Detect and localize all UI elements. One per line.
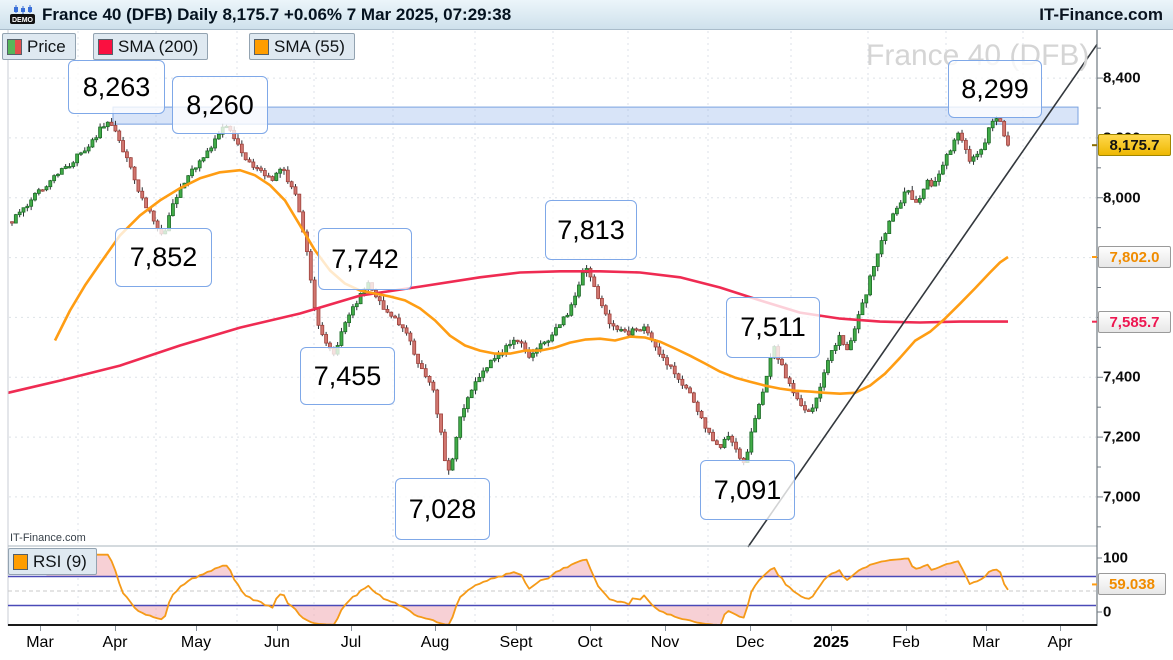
time-axis-label: Sept xyxy=(499,634,533,651)
price-annotation[interactable]: 7,091 xyxy=(700,460,795,520)
price-annotation[interactable]: 7,742 xyxy=(318,228,412,290)
price-annotation[interactable]: 7,813 xyxy=(545,200,637,260)
legend-chip-price[interactable]: Price xyxy=(2,33,76,60)
sma55-line[interactable] xyxy=(53,168,1009,395)
time-axis-label: Aug xyxy=(420,634,450,651)
price-annotation[interactable]: 7,852 xyxy=(115,228,212,287)
price-candles-swatch-icon xyxy=(7,38,22,55)
rsi-axis-label-0: 0 xyxy=(1103,603,1112,621)
price-axis-label: 7,200 xyxy=(1103,428,1141,446)
time-axis: Mar Apr May Jun Jul Aug Sept Oct Nov Dec 2025 Feb Ma… xyxy=(0,626,1173,660)
time-axis-label: Mar xyxy=(26,634,54,651)
last-price-badge: 8,175.7 xyxy=(1098,134,1171,156)
rsi-line[interactable] xyxy=(46,553,1009,626)
plot-footer-brand: IT-Finance.com xyxy=(10,532,86,544)
time-axis-tick xyxy=(277,626,278,631)
legend-sma55-label: SMA (55) xyxy=(274,36,345,56)
candlestick-series xyxy=(10,116,1010,475)
time-axis-label: Apr xyxy=(1047,634,1073,651)
time-axis-tick xyxy=(435,626,436,631)
price-axis-label: 7,000 xyxy=(1103,488,1141,506)
rsi-swatch-icon xyxy=(13,553,28,570)
time-axis-label: Feb xyxy=(892,634,920,651)
time-axis-tick xyxy=(665,626,666,631)
legend-chip-rsi[interactable]: RSI (9) xyxy=(8,548,97,575)
rsi-indicator-panel[interactable] xyxy=(8,553,1102,626)
brand-logo-text: IT-Finance.com xyxy=(1039,4,1163,24)
time-axis-label: 2025 xyxy=(813,634,849,651)
price-axis-label: 7,400 xyxy=(1103,368,1141,386)
time-axis-label: Jun xyxy=(264,634,290,651)
price-axis-label: 8,400 xyxy=(1103,69,1141,87)
sma55-value-badge: 7,802.0 xyxy=(1098,246,1171,268)
time-axis-label: Nov xyxy=(650,634,680,651)
time-axis-tick xyxy=(1060,626,1061,631)
sma200-swatch-icon xyxy=(98,38,113,55)
header-bar: DEMO France 40 (DFB) Daily 8,175.7 +0.06… xyxy=(0,0,1173,30)
rsi-value-badge: 59.038 xyxy=(1098,573,1166,595)
time-axis-tick xyxy=(906,626,907,631)
time-axis-tick xyxy=(196,626,197,631)
price-annotation[interactable]: 8,263 xyxy=(68,60,165,114)
legend-sma200-label: SMA (200) xyxy=(118,36,199,56)
price-annotation[interactable]: 7,028 xyxy=(395,478,490,540)
time-axis-label: May xyxy=(180,634,212,651)
time-axis-label: Mar xyxy=(972,634,1000,651)
resistance-zone[interactable] xyxy=(112,106,1079,125)
legend-rsi-label: RSI (9) xyxy=(33,551,87,571)
legend-chip-sma55[interactable]: SMA (55) xyxy=(249,33,355,60)
demo-badge-icon: DEMO xyxy=(10,4,35,24)
price-annotation[interactable]: 8,260 xyxy=(172,76,268,134)
price-axis-label: 8,000 xyxy=(1103,189,1141,207)
time-axis-label: Dec xyxy=(735,634,765,651)
rsi-axis-label-100: 100 xyxy=(1103,549,1129,567)
sma200-value-badge: 7,585.7 xyxy=(1098,311,1171,333)
time-axis-tick xyxy=(351,626,352,631)
time-axis-tick xyxy=(986,626,987,631)
time-axis-label: Jul xyxy=(340,634,362,651)
time-axis-tick xyxy=(831,626,832,631)
legend-price-label: Price xyxy=(27,36,66,56)
time-axis-label: Oct xyxy=(577,634,603,651)
sma200-line[interactable] xyxy=(7,270,1008,395)
price-annotation[interactable]: 7,511 xyxy=(726,297,820,358)
price-annotation[interactable]: 7,455 xyxy=(300,347,395,405)
sma55-swatch-icon xyxy=(254,38,269,55)
time-axis-tick xyxy=(516,626,517,631)
time-axis-tick xyxy=(115,626,116,631)
legend-chip-sma200[interactable]: SMA (200) xyxy=(93,33,209,60)
price-annotation[interactable]: 8,299 xyxy=(948,60,1042,118)
trendline[interactable] xyxy=(747,43,1098,548)
instrument-title: France 40 (DFB) Daily 8,175.7 +0.06% 7 M… xyxy=(42,4,512,24)
time-axis-tick xyxy=(40,626,41,631)
time-axis-tick xyxy=(750,626,751,631)
time-axis-tick xyxy=(590,626,591,631)
svg-text:DEMO: DEMO xyxy=(12,17,34,24)
time-axis-label: Apr xyxy=(102,634,128,651)
